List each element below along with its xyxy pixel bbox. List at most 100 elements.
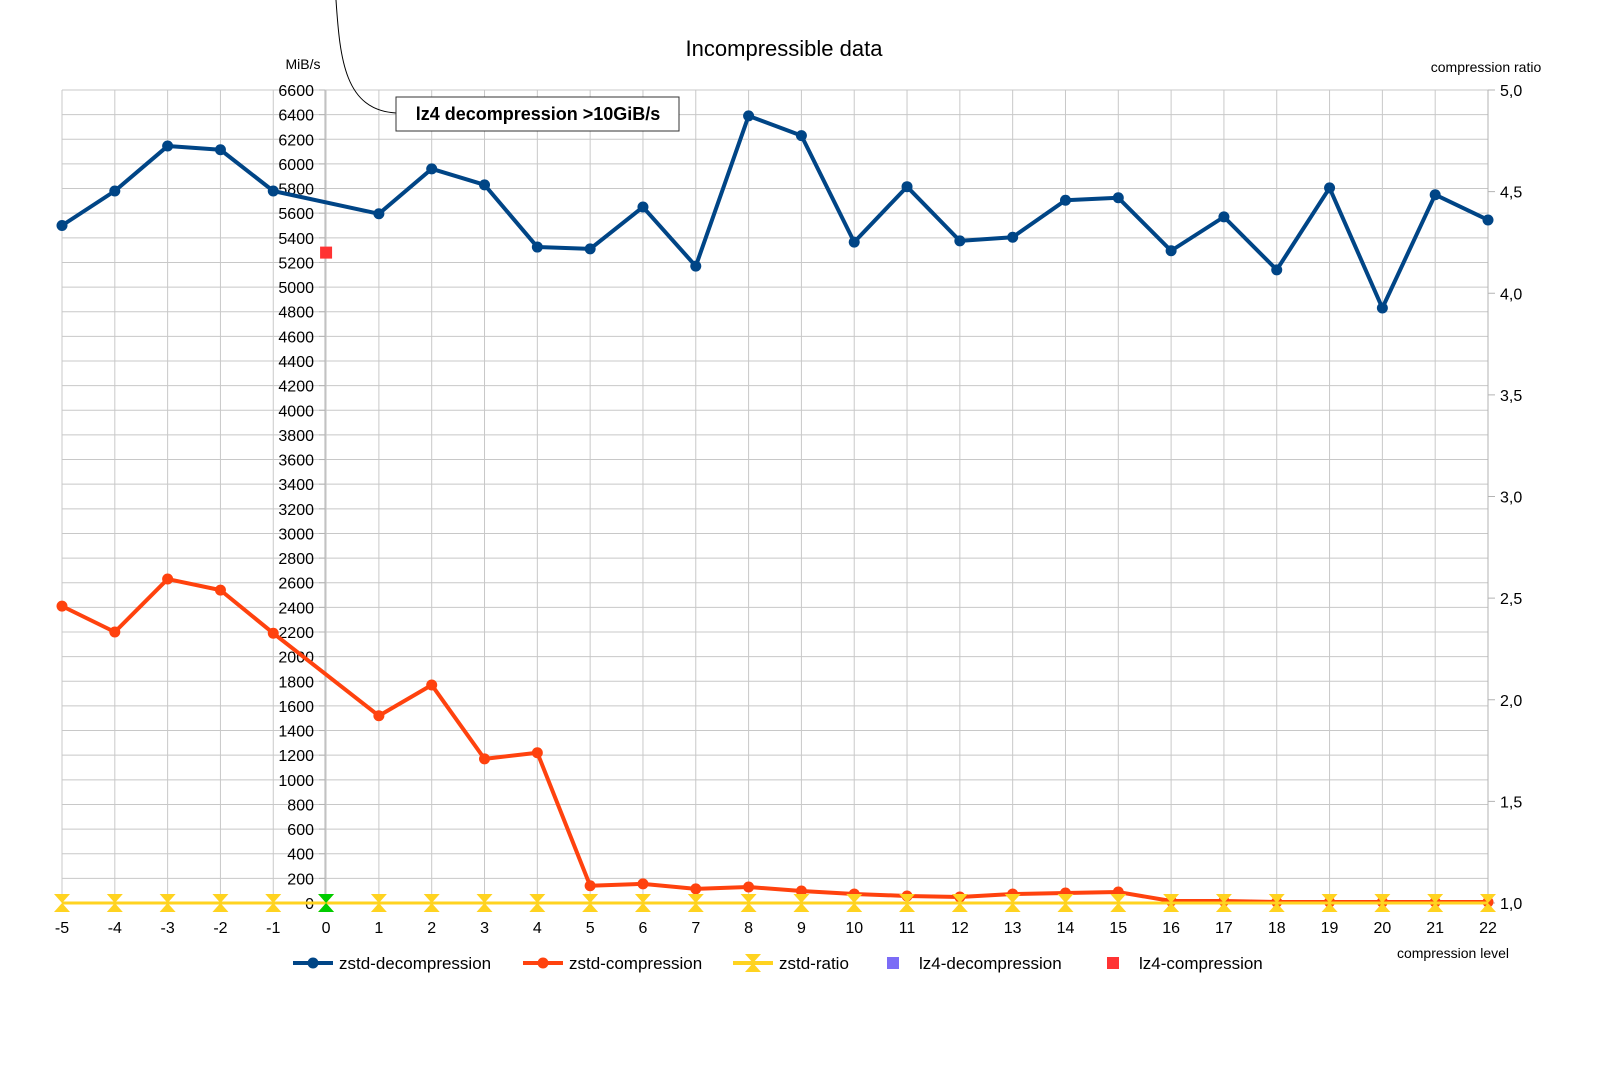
data-point [529,894,546,912]
x-tick-label: -1 [266,920,280,937]
x-axis-title: compression level [1397,945,1509,961]
data-point [846,894,863,912]
data-point [795,885,807,897]
x-tick-label: -2 [213,920,227,937]
y-tick-label: 3800 [278,428,314,445]
data-point [531,747,543,759]
data-point [637,201,649,213]
y-tick-label: 200 [287,871,314,888]
y-tick-label: 5000 [278,280,314,297]
legend-label: lz4-decompression [919,954,1062,973]
data-point [162,140,174,152]
data-point [318,894,335,912]
y-tick-label: 3400 [278,477,314,494]
y-tick-label: 600 [287,822,314,839]
data-point [56,600,68,612]
data-point [373,208,385,220]
data-point [159,894,176,912]
data-point [265,894,282,912]
series-zstd-compression [56,573,1494,908]
x-tick-label: 0 [322,920,331,937]
x-tick-label: 7 [691,920,700,937]
y2-tick-label: 1,5 [1500,794,1522,811]
legend-item-lz4-decompression: lz4-decompression [887,954,1062,973]
data-point [373,710,385,722]
x-tick-label: 13 [1004,920,1022,937]
x-tick-label: 9 [797,920,806,937]
x-tick-label: 12 [951,920,969,937]
data-point [214,144,226,156]
data-point [795,130,807,142]
legend-marker [537,957,549,969]
legend-label: zstd-ratio [779,954,849,973]
data-point [426,679,438,691]
x-tick-label: 22 [1479,920,1497,937]
data-point [901,181,913,193]
data-point [743,881,755,893]
y-tick-label: 400 [287,847,314,864]
data-point [1057,894,1074,912]
data-point [1215,894,1232,912]
data-point [1271,264,1283,276]
y-tick-label: 1600 [278,699,314,716]
y2-axis-title: compression ratio [1431,59,1542,75]
legend-marker [307,957,319,969]
data-point [54,894,70,912]
data-point [1059,194,1071,206]
data-point [1429,189,1441,201]
y2-tick-label: 2,0 [1500,693,1522,710]
data-point [584,880,596,892]
y-tick-label: 2400 [278,600,314,617]
y-tick-label: 4400 [278,354,314,371]
y-tick-label: 4800 [278,305,314,322]
data-point [1374,894,1391,912]
data-point [1427,894,1444,912]
y-tick-label: 1800 [278,674,314,691]
data-point [951,894,968,912]
data-point [109,626,121,638]
data-point [214,584,226,596]
data-point [743,110,755,122]
x-tick-label: 6 [639,920,648,937]
y-tick-label: 5600 [278,206,314,223]
x-tick-label: -3 [161,920,175,937]
annotation-connector [335,0,397,114]
y-tick-label: 800 [287,797,314,814]
y-tick-label: 5400 [278,231,314,248]
x-tick-label: 19 [1321,920,1339,937]
y2-tick-label: 4,5 [1500,185,1522,202]
x-tick-label: 8 [744,920,753,937]
data-point [106,894,123,912]
x-tick-label: 16 [1162,920,1180,937]
y-tick-label: 6400 [278,108,314,125]
data-point [1163,894,1180,912]
data-point [212,894,229,912]
legend-item-zstd-ratio: zstd-ratio [733,954,849,973]
y-axis-left: 0200400600800100012001400160018002000220… [278,83,326,913]
data-point [1376,302,1388,314]
y-tick-label: 1200 [278,748,314,765]
y-tick-label: 1400 [278,724,314,741]
legend-item-zstd-decompression: zstd-decompression [293,954,491,973]
y-tick-label: 4600 [278,329,314,346]
data-point [740,894,757,912]
y2-tick-label: 3,5 [1500,388,1522,405]
y-tick-label: 2800 [278,551,314,568]
x-tick-label: 2 [427,920,436,937]
series-zstd-decompression [56,110,1494,314]
data-point [637,878,649,890]
y-axis-right: 1,0 1,5 2,0 2,5 3,0 3,5 4,0 4,5 5,0 [1487,83,1522,913]
x-tick-label: 4 [533,920,542,937]
legend-marker [1107,957,1119,969]
x-tick-label: -4 [108,920,122,937]
data-point [1482,214,1494,226]
grid [61,89,1489,904]
legend-marker [887,957,899,969]
y2-tick-label: 4,0 [1500,286,1522,303]
legend-item-lz4-compression: lz4-compression [1107,954,1263,973]
data-point [584,243,596,255]
y-tick-label: 1000 [278,773,314,790]
data-point [162,573,174,585]
x-tick-label: 5 [586,920,595,937]
y-tick-label: 6000 [278,157,314,174]
